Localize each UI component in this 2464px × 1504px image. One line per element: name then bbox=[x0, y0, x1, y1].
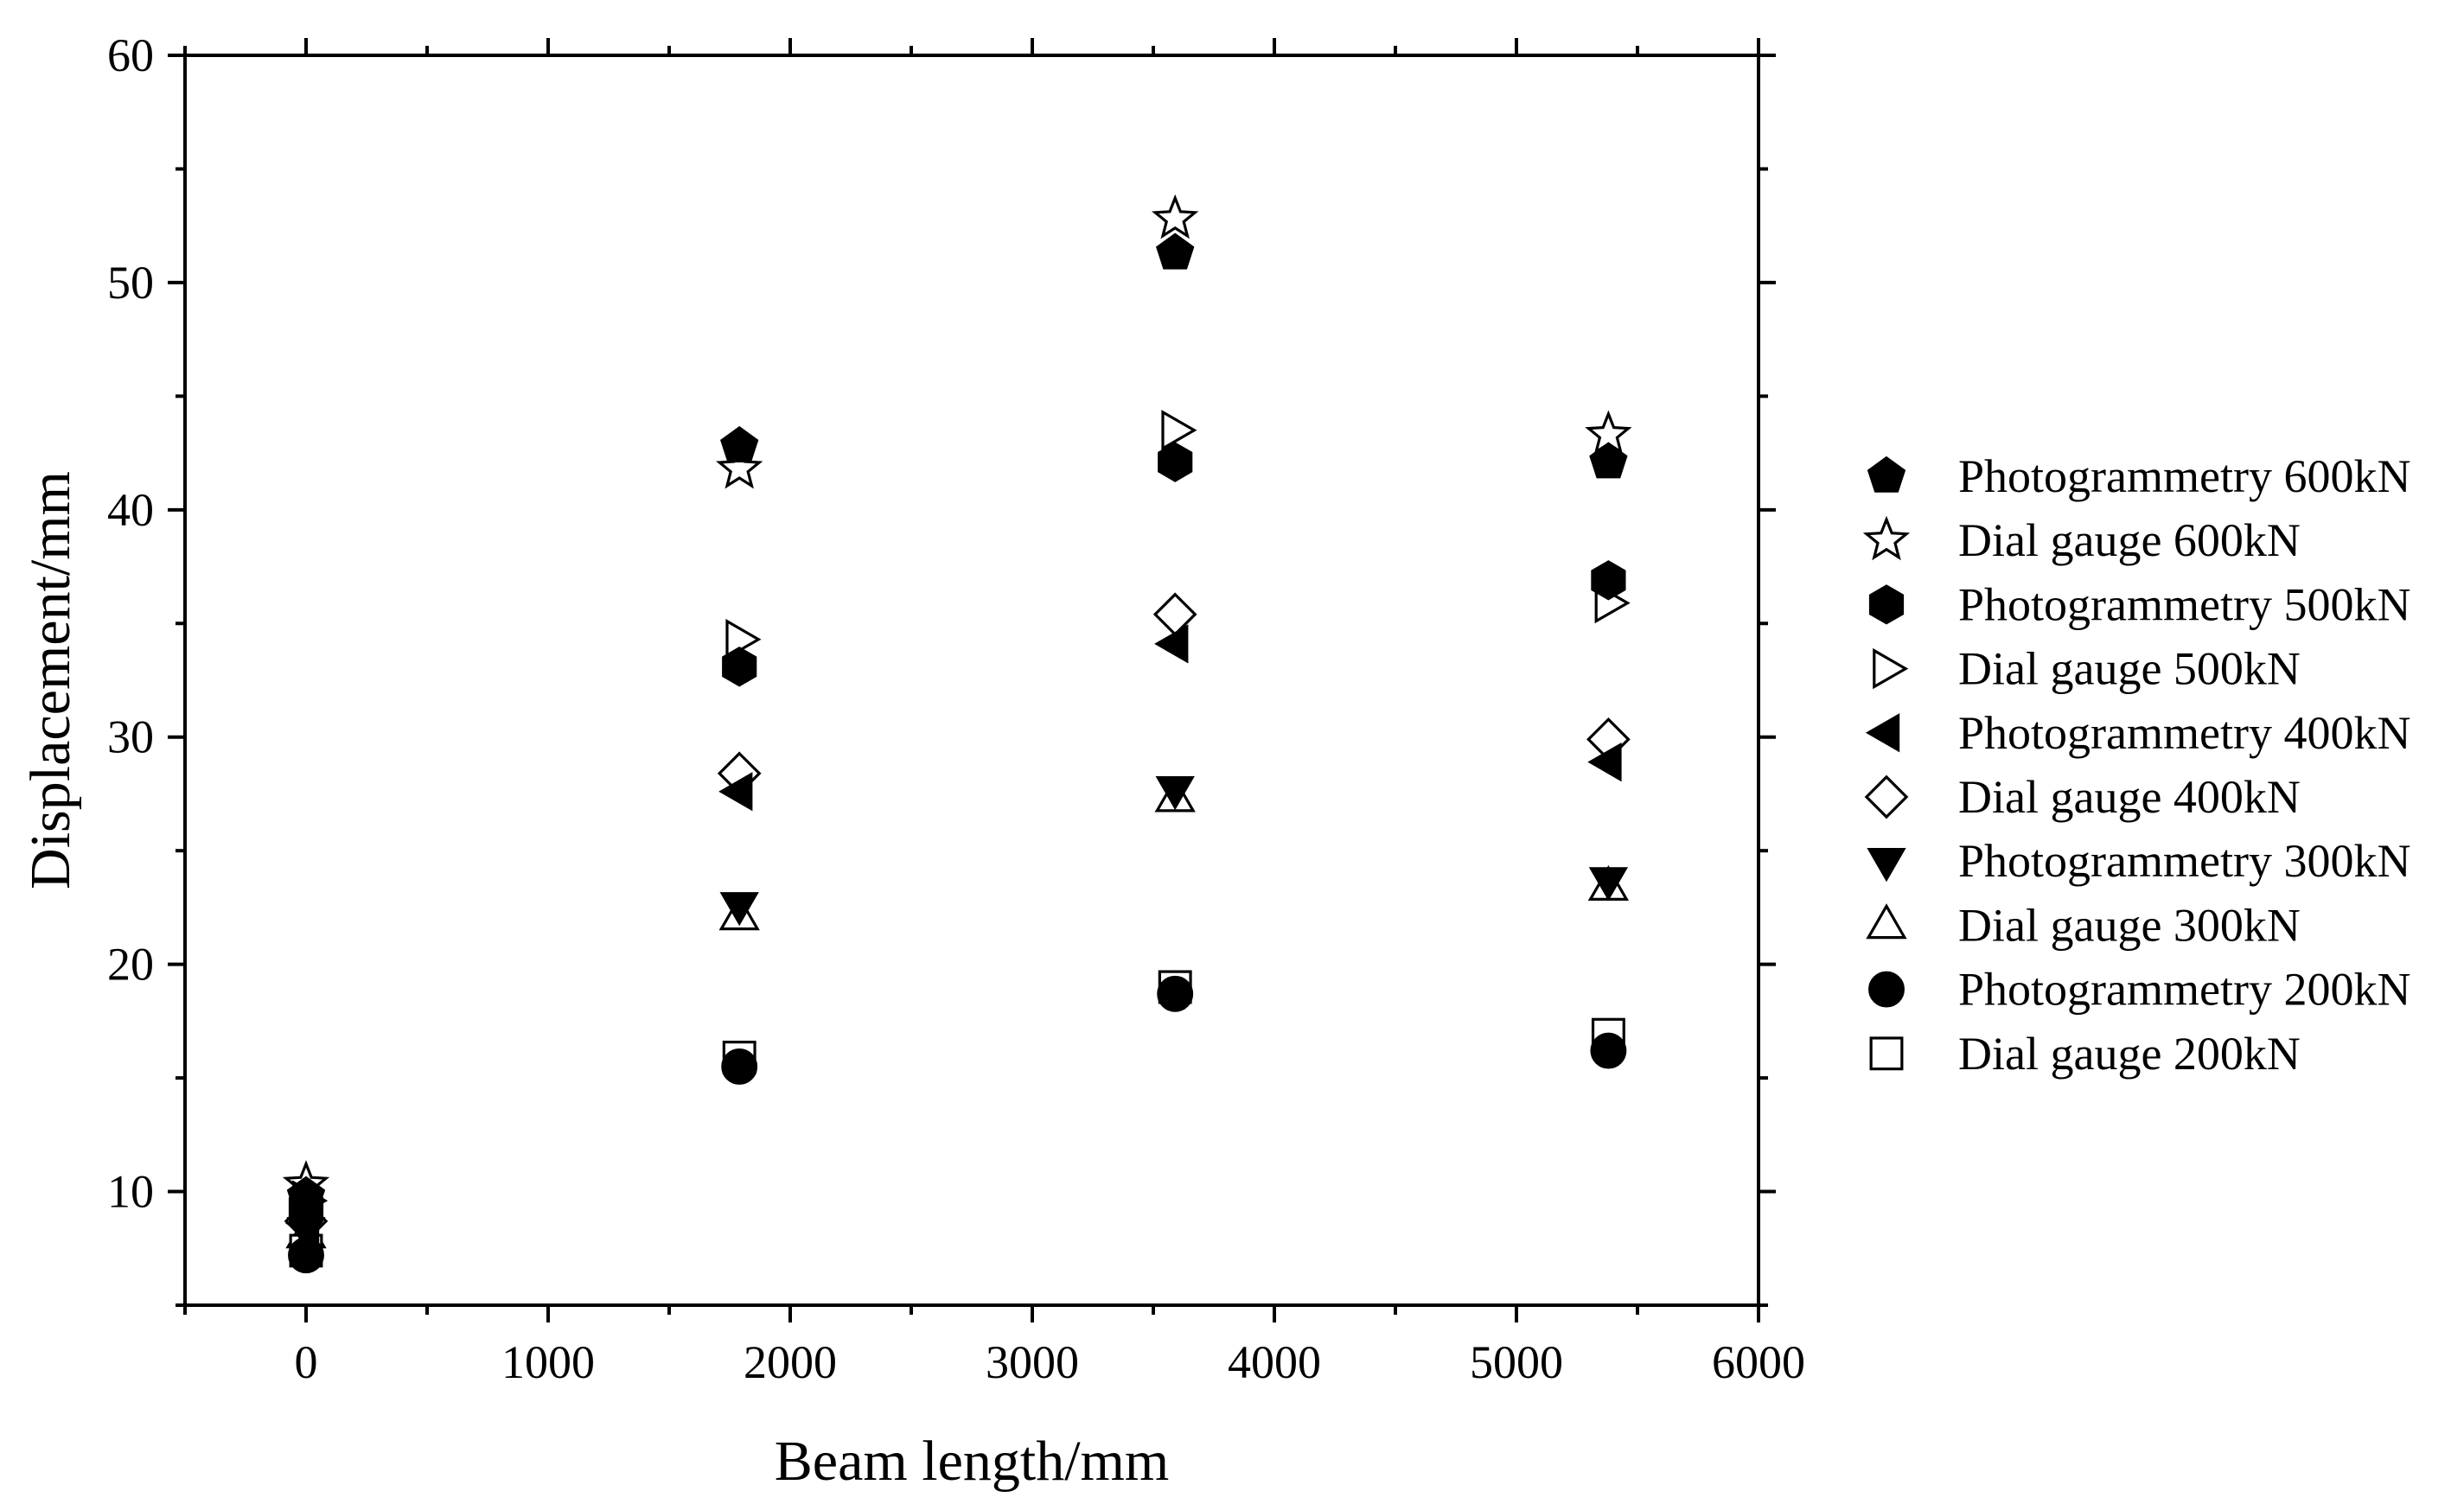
legend-label: Dial gauge 500kN bbox=[1958, 643, 2301, 695]
data-point bbox=[1154, 624, 1189, 664]
data-point bbox=[1158, 442, 1193, 482]
legend-label: Dial gauge 400kN bbox=[1958, 771, 2301, 823]
legend-marker bbox=[1869, 1036, 1904, 1071]
plot-frame-layer bbox=[183, 54, 1760, 1307]
data-point bbox=[720, 425, 759, 462]
data-point bbox=[1152, 592, 1197, 637]
series-group bbox=[292, 410, 1631, 1221]
y-tick-label: 20 bbox=[107, 939, 154, 991]
series-group bbox=[286, 776, 1629, 1252]
data-point bbox=[718, 772, 753, 812]
x-tick-label: 5000 bbox=[1470, 1336, 1563, 1388]
legend-label: Photogrammetry 300kN bbox=[1958, 835, 2410, 887]
data-point bbox=[1588, 867, 1629, 902]
y-tick-label: 30 bbox=[107, 711, 154, 763]
data-point bbox=[722, 647, 757, 687]
x-tick-label: 4000 bbox=[1228, 1336, 1321, 1388]
x-tick-label: 3000 bbox=[986, 1336, 1079, 1388]
plot-frame bbox=[183, 54, 1760, 1307]
legend-marker bbox=[1862, 515, 1911, 561]
y-tick-label: 40 bbox=[107, 484, 154, 536]
legend: Photogrammetry 600kN Dial gauge 600kN Phot… bbox=[1862, 450, 2410, 1080]
data-point bbox=[1589, 442, 1628, 479]
x-axis-label: Beam length/mm bbox=[775, 1430, 1169, 1493]
legend-label: Photogrammetry 400kN bbox=[1958, 707, 2410, 759]
series-group bbox=[284, 592, 1631, 1244]
x-tick-label: 6000 bbox=[1712, 1336, 1805, 1388]
x-tick-label: 1000 bbox=[501, 1336, 595, 1388]
legend-label: Photogrammetry 600kN bbox=[1958, 450, 2410, 502]
series-group bbox=[282, 194, 1632, 1205]
data-point bbox=[1591, 560, 1626, 601]
legend-marker bbox=[1864, 774, 1909, 819]
ticks-layer: 0 1000 2000 3000 4000 5000 6000 10 20 30 40 50 60 bbox=[107, 29, 1805, 1388]
data-point bbox=[1157, 975, 1194, 1012]
legend-label: Photogrammetry 500kN bbox=[1958, 578, 2410, 630]
data-point bbox=[725, 619, 762, 660]
data-point bbox=[1587, 742, 1622, 782]
series-group bbox=[285, 776, 1630, 1249]
legend-marker bbox=[1868, 971, 1905, 1008]
data-point bbox=[716, 443, 763, 489]
data-point bbox=[1155, 776, 1195, 811]
y-axis-label: Displacement/mm bbox=[19, 471, 82, 889]
legend-marker bbox=[1866, 903, 1907, 940]
data-point bbox=[1161, 410, 1197, 451]
legend-label: Dial gauge 600kN bbox=[1958, 514, 2301, 566]
legend-marker bbox=[1867, 848, 1906, 883]
series-group bbox=[286, 233, 1628, 1213]
series-group bbox=[288, 975, 1627, 1274]
legend-marker bbox=[1868, 584, 1905, 625]
legend-marker bbox=[1867, 456, 1906, 493]
legend-label: Dial gauge 200kN bbox=[1958, 1028, 2301, 1080]
legend-marker bbox=[1865, 713, 1900, 753]
data-point bbox=[288, 1237, 324, 1274]
x-tick-label: 0 bbox=[295, 1336, 318, 1388]
series-group bbox=[285, 624, 1622, 1244]
data-point bbox=[719, 892, 759, 927]
data-point bbox=[721, 1048, 758, 1085]
legend-label: Dial gauge 300kN bbox=[1958, 899, 2301, 951]
legend-label: Photogrammetry 200kN bbox=[1958, 964, 2410, 1016]
data-point bbox=[286, 1217, 326, 1252]
y-tick-label: 10 bbox=[107, 1166, 154, 1218]
data-point bbox=[1156, 233, 1195, 270]
legend-marker bbox=[1873, 647, 1909, 690]
y-tick-label: 60 bbox=[107, 29, 154, 81]
data-points-layer bbox=[282, 194, 1632, 1274]
data-point bbox=[1590, 1032, 1627, 1069]
x-tick-label: 2000 bbox=[744, 1336, 837, 1388]
data-point bbox=[1152, 194, 1199, 239]
series-group bbox=[289, 970, 1625, 1268]
y-tick-label: 50 bbox=[107, 257, 154, 309]
series-group bbox=[288, 442, 1626, 1228]
